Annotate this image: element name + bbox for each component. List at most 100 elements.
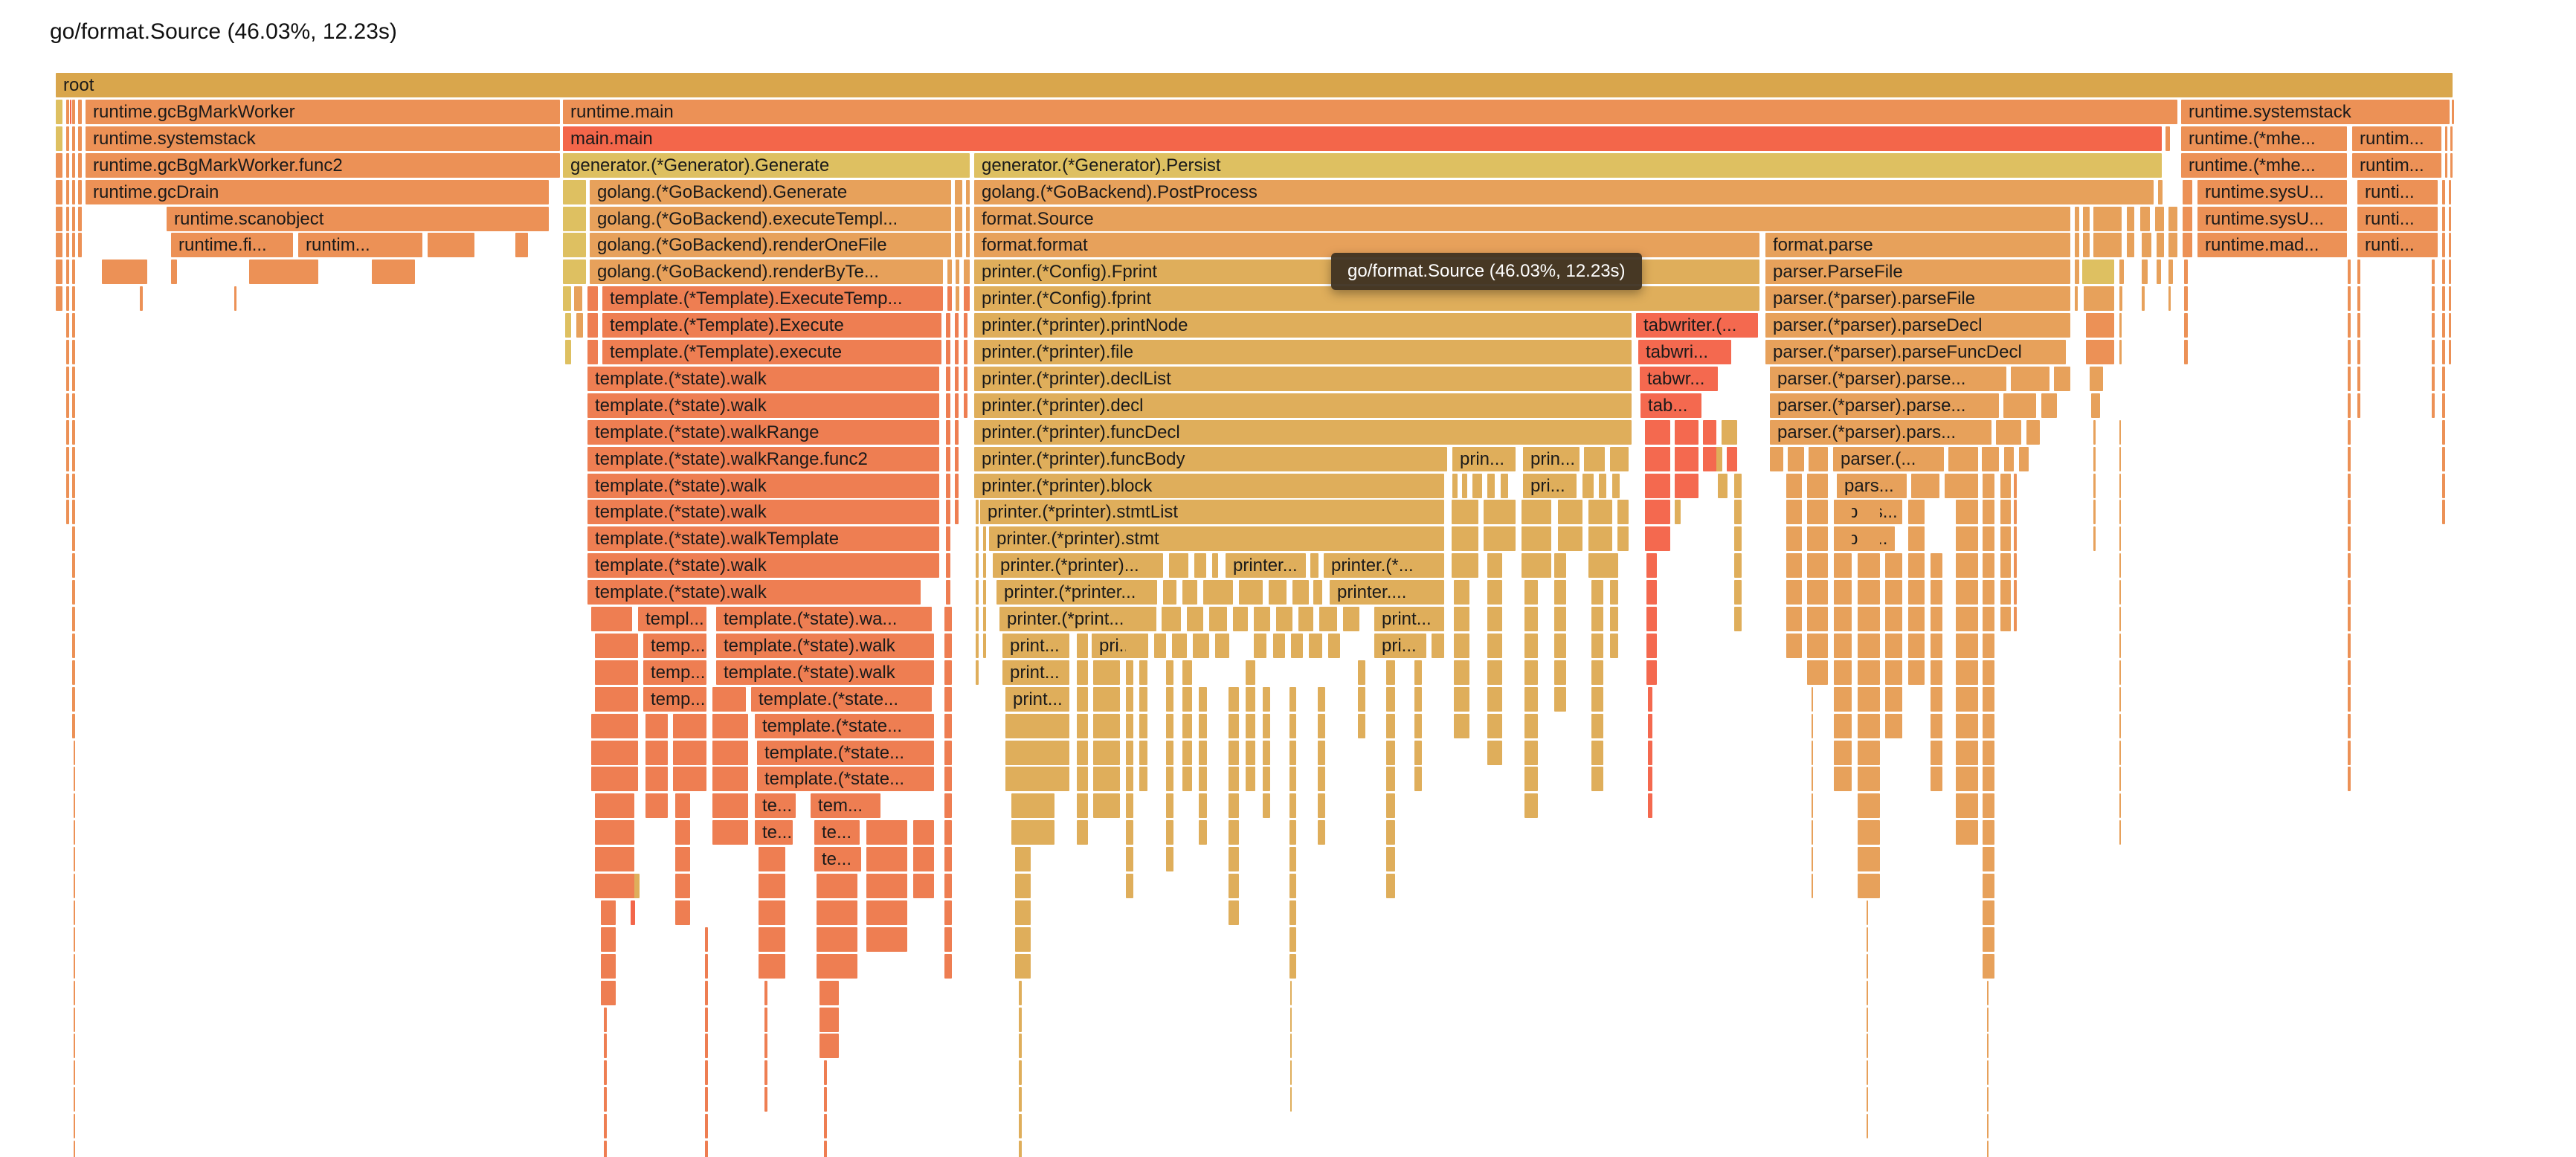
flame-fragment[interactable] (1454, 713, 1469, 738)
flame-fragment[interactable] (2449, 286, 2451, 312)
flame-fragment[interactable] (1487, 553, 1502, 578)
flame-fragment[interactable] (675, 793, 690, 819)
flame-bar[interactable]: runtime.(*mhe... (2181, 126, 2347, 151)
flame-fragment[interactable] (2014, 553, 2017, 578)
flame-fragment[interactable] (1983, 686, 1994, 712)
flame-fragment[interactable] (1229, 793, 1239, 819)
flame-fragment[interactable] (976, 500, 979, 525)
flame-fragment[interactable] (72, 713, 75, 738)
flame-fragment[interactable] (2119, 446, 2121, 471)
flame-bar[interactable]: template.(*state).walk (587, 393, 939, 418)
flame-fragment[interactable] (955, 340, 959, 364)
flame-fragment[interactable] (955, 393, 959, 418)
flame-fragment[interactable] (66, 179, 69, 204)
flame-fragment[interactable] (1956, 500, 1978, 525)
flame-bar[interactable]: printer.(*Config).fprint (974, 286, 1759, 312)
flame-fragment[interactable] (1786, 553, 1802, 578)
flame-fragment[interactable] (1182, 740, 1192, 765)
flame-fragment[interactable] (2140, 206, 2150, 231)
flame-fragment[interactable] (1588, 553, 1612, 578)
flame-fragment[interactable] (1432, 633, 1444, 658)
flame-fragment[interactable] (1956, 526, 1978, 552)
flame-fragment[interactable] (1154, 633, 1166, 658)
flame-fragment[interactable] (2155, 206, 2164, 231)
flame-fragment[interactable] (2442, 260, 2445, 285)
flame-fragment[interactable] (66, 286, 69, 312)
flame-fragment[interactable] (2119, 526, 2121, 552)
flame-fragment[interactable] (2348, 686, 2351, 712)
flame-fragment[interactable] (2168, 260, 2173, 285)
flame-fragment[interactable] (1522, 500, 1551, 525)
flame-fragment[interactable] (1386, 820, 1395, 845)
flame-bar[interactable]: printer.(*printer).block (974, 473, 1444, 498)
flame-bar[interactable]: print... (1002, 660, 1069, 685)
flame-fragment[interactable] (1487, 740, 1502, 765)
flame-fragment[interactable] (1734, 473, 1742, 498)
flame-fragment[interactable] (2142, 233, 2151, 258)
flame-fragment[interactable] (74, 820, 75, 845)
flame-fragment[interactable] (764, 1060, 767, 1086)
flame-fragment[interactable] (1646, 580, 1657, 605)
flame-fragment[interactable] (72, 179, 75, 204)
flame-fragment[interactable] (2075, 233, 2079, 258)
flame-fragment[interactable] (1554, 686, 1566, 712)
flame-fragment[interactable] (2183, 206, 2192, 231)
flame-fragment[interactable] (2442, 500, 2445, 525)
flame-fragment[interactable] (1582, 473, 1594, 498)
flame-fragment[interactable] (1011, 820, 1054, 845)
flame-fragment[interactable] (817, 926, 857, 952)
flame-fragment[interactable] (675, 900, 690, 925)
flame-fragment[interactable] (1703, 419, 1716, 445)
flame-fragment[interactable] (913, 847, 934, 872)
flame-fragment[interactable] (1386, 660, 1395, 685)
flame-fragment[interactable] (1734, 607, 1742, 631)
flame-bar[interactable]: runti... (2357, 179, 2438, 204)
flame-fragment[interactable] (1318, 820, 1325, 845)
flame-fragment[interactable] (1386, 713, 1395, 738)
flame-fragment[interactable] (1077, 660, 1088, 685)
flame-bar[interactable]: parser.(... (1833, 446, 1944, 471)
flame-bar[interactable]: golang.(*GoBackend).renderByTe... (590, 260, 943, 285)
flame-fragment[interactable] (2348, 713, 2351, 738)
flame-fragment[interactable] (1199, 820, 1207, 845)
flame-fragment[interactable] (2348, 553, 2351, 578)
flame-fragment[interactable] (1956, 767, 1978, 792)
flame-fragment[interactable] (1554, 660, 1566, 685)
flame-bar[interactable]: template.(*state... (751, 686, 932, 712)
flame-fragment[interactable] (2442, 286, 2445, 312)
flame-fragment[interactable] (2449, 206, 2451, 231)
flame-fragment[interactable] (1956, 633, 1978, 658)
flame-fragment[interactable] (955, 419, 959, 445)
flame-fragment[interactable] (2119, 713, 2121, 738)
flame-fragment[interactable] (2119, 553, 2121, 578)
flame-fragment[interactable] (946, 580, 950, 605)
flame-fragment[interactable] (1885, 633, 1902, 658)
flame-fragment[interactable] (1807, 607, 1828, 631)
flame-fragment[interactable] (2000, 607, 2011, 631)
flame-fragment[interactable] (56, 126, 62, 151)
flame-fragment[interactable] (1610, 607, 1618, 631)
flame-fragment[interactable] (2083, 233, 2090, 258)
flame-fragment[interactable] (964, 393, 967, 418)
flame-fragment[interactable] (2450, 152, 2453, 178)
flame-fragment[interactable] (1554, 553, 1566, 578)
flame-fragment[interactable] (1524, 686, 1538, 712)
flame-bar[interactable]: tem... (811, 793, 880, 819)
flame-bar[interactable]: template.(*Template).ExecuteTemp... (602, 286, 943, 312)
flame-fragment[interactable] (2054, 366, 2070, 391)
flame-fragment[interactable] (1983, 526, 1994, 552)
flame-fragment[interactable] (604, 1087, 607, 1112)
flame-fragment[interactable] (1343, 607, 1359, 631)
flame-fragment[interactable] (1126, 874, 1133, 898)
flame-fragment[interactable] (955, 500, 959, 525)
flame-fragment[interactable] (1358, 686, 1365, 712)
flame-fragment[interactable] (2014, 500, 2017, 525)
flame-fragment[interactable] (1015, 900, 1031, 925)
flame-fragment[interactable] (1807, 580, 1828, 605)
flame-fragment[interactable] (964, 260, 970, 285)
flame-fragment[interactable] (1588, 526, 1612, 552)
flame-fragment[interactable] (1983, 820, 1994, 845)
flame-fragment[interactable] (1858, 793, 1880, 819)
flame-fragment[interactable] (2011, 366, 2049, 391)
flame-fragment[interactable] (1166, 767, 1173, 792)
